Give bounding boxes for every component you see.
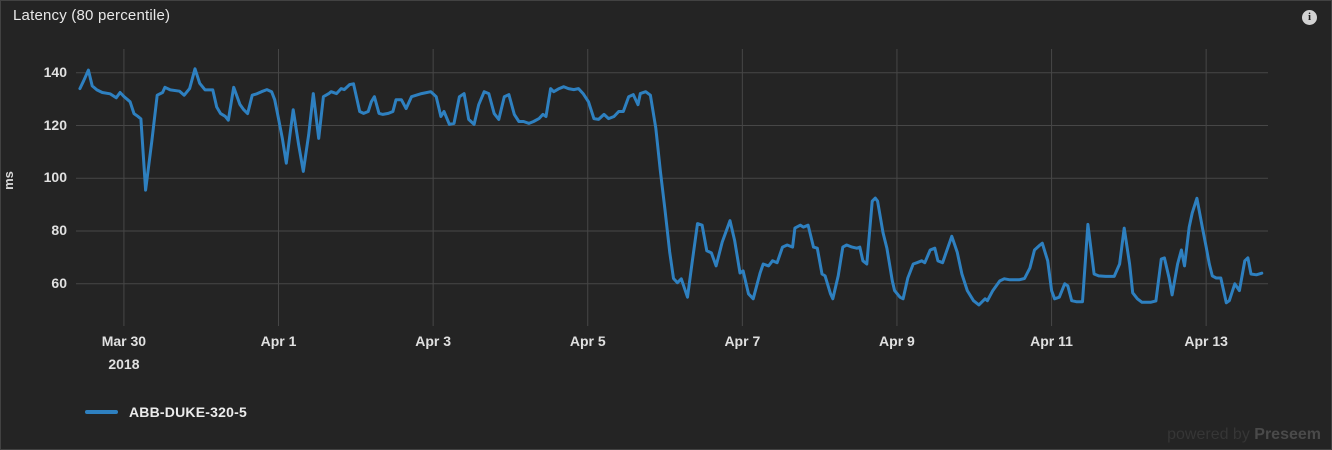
- watermark-prefix: powered by: [1167, 426, 1250, 443]
- legend-series-label[interactable]: ABB-DUKE-320-5: [129, 404, 247, 420]
- y-axis-tick-label: 100: [43, 169, 67, 186]
- y-axis-tick-label: 120: [43, 116, 67, 133]
- x-axis-tick-sublabel: 2018: [108, 356, 140, 372]
- legend-item[interactable]: ABB-DUKE-320-5: [85, 404, 247, 420]
- y-axis-tick-label: 140: [43, 63, 67, 80]
- legend-line-swatch[interactable]: [85, 410, 118, 414]
- y-axis-tick-label: 80: [51, 222, 67, 239]
- x-axis-tick-label: Apr 3: [415, 333, 452, 349]
- x-axis-tick-label: Apr 1: [260, 333, 297, 349]
- x-axis-tick-label: Apr 5: [569, 333, 606, 349]
- x-axis-tick-label: Apr 7: [724, 333, 761, 349]
- info-icon[interactable]: i: [1302, 10, 1317, 25]
- panel-title[interactable]: Latency (80 percentile): [13, 7, 171, 24]
- x-axis-tick-label: Apr 9: [879, 333, 915, 349]
- watermark-brand: Preseem: [1254, 426, 1321, 443]
- latency-line-chart: [76, 49, 1268, 326]
- latency-series-line: [78, 67, 1264, 307]
- chart-plot-area[interactable]: [76, 49, 1268, 326]
- x-axis-tick-label: Apr 13: [1184, 333, 1228, 349]
- x-axis-tick-label: Mar 30: [101, 333, 147, 349]
- y-axis-tick-label: 60: [51, 274, 67, 291]
- info-icon-glyph: i: [1307, 11, 1312, 23]
- x-axis-tick-label: Apr 11: [1030, 333, 1073, 349]
- powered-by-watermark: powered by Preseem: [1167, 426, 1321, 444]
